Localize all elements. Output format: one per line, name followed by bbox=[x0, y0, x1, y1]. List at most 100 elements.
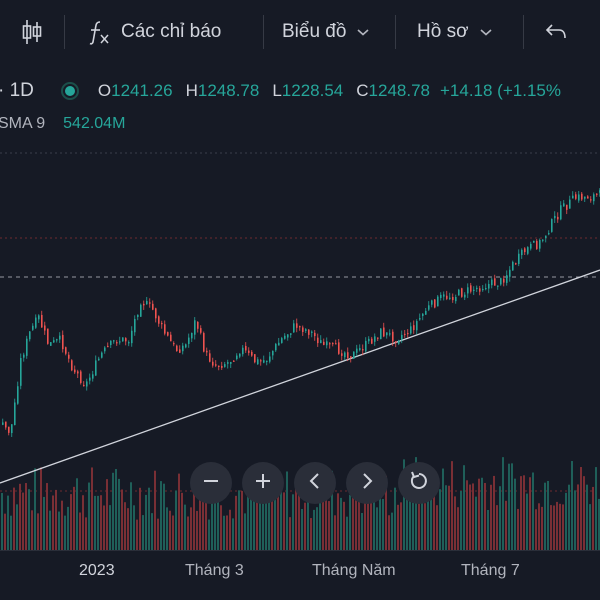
volume-bar bbox=[418, 491, 420, 550]
volume-bar bbox=[427, 464, 429, 550]
candle bbox=[200, 328, 202, 333]
candle bbox=[215, 364, 217, 366]
candle bbox=[161, 322, 163, 325]
candle bbox=[419, 318, 421, 320]
candle bbox=[314, 332, 316, 337]
scroll-right-button[interactable] bbox=[346, 462, 388, 504]
candle bbox=[374, 336, 376, 342]
time-axis[interactable]: 2023 Tháng 3 Tháng Năm Tháng 7 bbox=[0, 550, 600, 600]
candle bbox=[62, 334, 64, 350]
candle bbox=[275, 343, 277, 351]
volume-bar bbox=[145, 494, 147, 550]
volume-bar bbox=[523, 475, 525, 550]
interval-label: · 1D bbox=[0, 80, 34, 101]
volume-sma-label: SMA 9 bbox=[0, 115, 46, 132]
volume-bar bbox=[157, 518, 159, 550]
candle bbox=[569, 199, 571, 209]
candle bbox=[494, 278, 496, 286]
volume-bar bbox=[292, 494, 294, 550]
profile-menu-label: Hồ sơ bbox=[417, 21, 469, 42]
volume-bar bbox=[91, 467, 93, 550]
volume-bar bbox=[577, 484, 579, 550]
candle bbox=[137, 314, 139, 317]
candle bbox=[353, 351, 355, 359]
candle bbox=[557, 216, 559, 220]
close-value: 1248.78 bbox=[368, 81, 430, 100]
time-axis-label: Tháng Năm bbox=[312, 562, 396, 579]
zoom-in-icon bbox=[253, 471, 273, 496]
candle bbox=[185, 344, 187, 348]
candle bbox=[50, 342, 52, 346]
chart-menu-button[interactable]: Biểu đồ bbox=[264, 0, 395, 64]
volume-bar bbox=[553, 505, 555, 550]
candle bbox=[527, 247, 529, 254]
candle bbox=[131, 330, 133, 344]
volume-bar bbox=[160, 481, 162, 550]
close-key: C bbox=[356, 81, 369, 100]
candle bbox=[473, 289, 475, 291]
indicators-button[interactable]: Các chỉ báo bbox=[65, 0, 263, 64]
volume-bar bbox=[289, 517, 291, 550]
candle bbox=[296, 323, 298, 328]
volume-bar bbox=[367, 490, 369, 550]
candle bbox=[338, 342, 340, 354]
volume-bar bbox=[475, 496, 477, 550]
volume-bar bbox=[430, 480, 432, 550]
volume-bar bbox=[316, 507, 318, 550]
candle bbox=[11, 424, 13, 434]
candle bbox=[566, 204, 568, 210]
volume-bar bbox=[247, 483, 249, 550]
volume-bar bbox=[598, 498, 600, 550]
candle bbox=[221, 365, 223, 368]
volume-bar bbox=[172, 515, 174, 550]
candle bbox=[455, 296, 457, 302]
candle bbox=[407, 332, 409, 335]
candle bbox=[551, 219, 553, 232]
scroll-left-button[interactable] bbox=[294, 462, 336, 504]
zoom-out-button[interactable] bbox=[190, 462, 232, 504]
candle bbox=[92, 374, 94, 379]
candle bbox=[218, 365, 220, 368]
candle bbox=[47, 328, 49, 344]
volume-bar bbox=[502, 457, 504, 550]
volume-bar bbox=[352, 470, 354, 550]
candle bbox=[524, 248, 526, 253]
volume-bar bbox=[454, 496, 456, 550]
volume-bar bbox=[205, 493, 207, 550]
candle bbox=[23, 354, 25, 358]
volume-bar bbox=[43, 496, 45, 550]
candle bbox=[467, 287, 469, 294]
volume-bar bbox=[373, 479, 375, 550]
volume-bar bbox=[451, 461, 453, 550]
candle bbox=[341, 353, 343, 356]
volume-bar bbox=[211, 495, 213, 550]
volume-bar bbox=[196, 510, 198, 550]
undo-button[interactable] bbox=[524, 0, 568, 64]
volume-bar bbox=[241, 490, 243, 550]
volume-bar bbox=[28, 489, 30, 550]
zoom-in-button[interactable] bbox=[242, 462, 284, 504]
candles-icon bbox=[21, 18, 43, 46]
profile-menu-button[interactable]: Hồ sơ bbox=[396, 0, 523, 64]
trend-line[interactable] bbox=[0, 269, 600, 484]
volume-bar bbox=[85, 517, 87, 550]
candle bbox=[575, 194, 577, 199]
chart-type-button[interactable] bbox=[0, 0, 64, 64]
volume-bar bbox=[46, 483, 48, 550]
candle bbox=[464, 294, 466, 298]
volume-bar bbox=[34, 468, 36, 550]
low-key: L bbox=[272, 81, 282, 100]
volume-bar bbox=[349, 494, 351, 550]
candle bbox=[422, 313, 424, 317]
candle bbox=[521, 249, 523, 256]
candle bbox=[191, 332, 193, 339]
reset-button[interactable] bbox=[398, 462, 440, 504]
candle bbox=[149, 302, 151, 304]
candle bbox=[233, 360, 235, 362]
volume-bar bbox=[31, 510, 33, 550]
candle bbox=[452, 297, 454, 301]
volume-bar bbox=[397, 504, 399, 550]
candle bbox=[509, 269, 511, 277]
volume-bar bbox=[229, 509, 231, 550]
candle bbox=[368, 338, 370, 342]
